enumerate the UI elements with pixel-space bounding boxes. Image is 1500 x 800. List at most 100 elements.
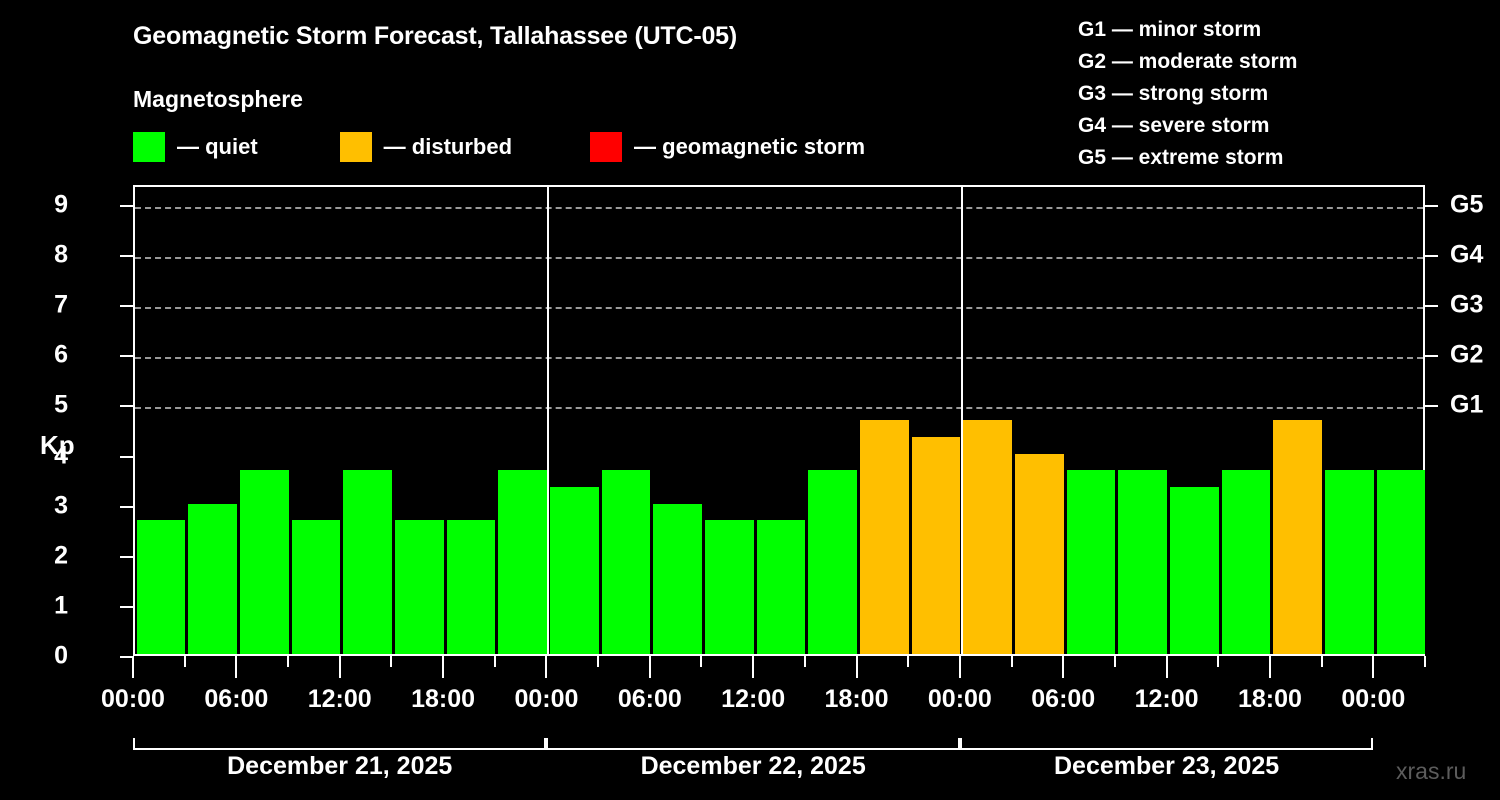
g-axis-tick-label-g2: G2 xyxy=(1450,340,1484,369)
y-axis-tick-label-9: 9 xyxy=(54,190,68,219)
y-axis-tick-mark xyxy=(120,205,133,208)
g-axis-tick-mark xyxy=(1425,405,1438,408)
bar-kp xyxy=(1170,487,1219,654)
legend-label-disturbed: — disturbed xyxy=(383,134,513,159)
x-axis-tick-label: 06:00 xyxy=(617,685,682,713)
x-axis-tick-label: 00:00 xyxy=(101,685,165,713)
bar-kp xyxy=(291,520,341,654)
legend-label-storm: — geomagnetic storm xyxy=(634,134,866,159)
y-axis-tick-mark xyxy=(120,405,133,408)
x-axis-tick-label: 18:00 xyxy=(411,685,476,713)
x-axis-tick-mark xyxy=(235,656,238,678)
y-axis-tick-mark xyxy=(120,605,133,608)
y-axis-tick-label-2: 2 xyxy=(54,541,68,570)
x-axis-tick-mark xyxy=(907,656,910,667)
x-axis-tick-mark xyxy=(287,656,290,667)
bar-kp xyxy=(704,520,754,654)
section-label-magnetosphere: Magnetosphere xyxy=(133,86,303,112)
y-axis-tick-label-8: 8 xyxy=(54,240,68,269)
y-axis-tick-mark xyxy=(120,255,133,258)
legend-item-quiet: — quiet xyxy=(133,132,258,162)
y-axis-tick-mark xyxy=(120,656,133,658)
x-axis-tick-mark xyxy=(442,656,445,678)
g-scale-legend-line-g4: G4 — severe storm xyxy=(1078,114,1270,137)
bar-kp xyxy=(860,420,909,654)
legend-swatch-quiet xyxy=(133,132,165,162)
bar-kp xyxy=(756,520,806,654)
x-axis-tick-mark xyxy=(1165,656,1168,678)
bar-kp xyxy=(1015,453,1064,654)
bar-kp xyxy=(498,470,547,654)
y-axis-tick-mark xyxy=(120,355,133,358)
x-axis-tick-label: 00:00 xyxy=(514,685,579,713)
bar-kp xyxy=(1376,470,1426,654)
day-divider xyxy=(960,187,963,654)
bar-kp xyxy=(239,470,289,654)
x-axis-tick-mark xyxy=(1062,656,1065,678)
x-axis-tick-mark xyxy=(1113,656,1116,667)
g-scale-legend-line-g2: G2 — moderate storm xyxy=(1078,50,1298,73)
y-axis-tick-label-0: 0 xyxy=(54,641,68,670)
x-axis-tick-label: 12:00 xyxy=(721,685,786,713)
x-axis-tick-mark xyxy=(390,656,393,667)
x-axis-tick-mark xyxy=(855,656,858,678)
x-axis-tick-label: 00:00 xyxy=(1341,685,1406,713)
x-axis-tick-mark xyxy=(183,656,186,667)
g-axis-tick-label-g4: G4 xyxy=(1450,240,1484,269)
bar-kp xyxy=(394,520,444,654)
g-axis-tick-label-g3: G3 xyxy=(1450,290,1484,319)
g-scale-legend-line-g1: G1 — minor storm xyxy=(1078,18,1262,41)
plot-inner xyxy=(135,187,1426,654)
x-axis-tick-label: 18:00 xyxy=(1237,685,1302,713)
legend-swatch-disturbed xyxy=(339,132,372,162)
y-axis-tick-mark xyxy=(120,455,133,458)
x-axis-tick-mark xyxy=(597,656,600,667)
x-axis-tick-mark xyxy=(132,656,134,678)
g-axis-tick-mark xyxy=(1425,355,1438,358)
y-axis-tick-label-7: 7 xyxy=(54,290,68,319)
gridline-kp-7 xyxy=(135,307,1423,310)
day-bracket xyxy=(959,738,1374,750)
y-axis-tick-mark xyxy=(120,305,133,308)
gridline-kp-5 xyxy=(135,407,1423,410)
bar-kp xyxy=(188,503,237,654)
bar-kp xyxy=(1273,420,1323,654)
date-label: December 21, 2025 xyxy=(227,752,453,780)
page-title: Geomagnetic Storm Forecast, Tallahassee … xyxy=(133,22,738,50)
bar-kp xyxy=(1221,470,1271,654)
day-bracket xyxy=(133,738,547,750)
x-axis-tick-mark xyxy=(803,656,806,667)
x-axis-tick-mark xyxy=(1268,656,1271,678)
watermark: xras.ru xyxy=(1396,758,1467,784)
gridline-kp-6 xyxy=(135,357,1423,360)
y-axis-tick-label-6: 6 xyxy=(54,340,68,369)
y-axis-title: Kp xyxy=(40,430,75,460)
bar-kp xyxy=(601,470,651,654)
x-axis-tick-mark xyxy=(493,656,496,667)
bar-kp xyxy=(343,470,392,654)
bar-kp xyxy=(549,487,599,654)
y-axis-tick-label-3: 3 xyxy=(54,491,68,520)
g-axis-tick-label-g5: G5 xyxy=(1450,190,1484,219)
bar-kp xyxy=(1325,470,1374,654)
g-axis-tick-label-g1: G1 xyxy=(1450,390,1484,419)
x-axis-tick-mark xyxy=(338,656,341,678)
x-axis-tick-mark xyxy=(648,656,651,678)
bar-kp xyxy=(136,520,186,654)
x-axis-tick-mark xyxy=(1217,656,1220,667)
g-scale-legend-line-g3: G3 — strong storm xyxy=(1078,82,1269,105)
g-axis-tick-mark xyxy=(1425,205,1438,208)
x-axis-tick-mark xyxy=(700,656,703,667)
x-axis-tick-label: 18:00 xyxy=(824,685,889,713)
gridline-kp-9 xyxy=(135,207,1423,210)
x-axis-tick-label: 06:00 xyxy=(1031,685,1096,713)
x-axis-tick-label: 06:00 xyxy=(204,685,269,713)
y-axis-tick-label-5: 5 xyxy=(54,390,68,419)
x-axis-tick-mark xyxy=(1424,656,1426,667)
day-bracket xyxy=(546,738,960,750)
x-axis-tick-mark xyxy=(958,656,961,678)
bar-series-kp xyxy=(135,187,1426,654)
bar-kp xyxy=(653,503,702,654)
y-axis-tick-label-4: 4 xyxy=(54,441,68,470)
legend-swatch-storm xyxy=(590,132,623,162)
